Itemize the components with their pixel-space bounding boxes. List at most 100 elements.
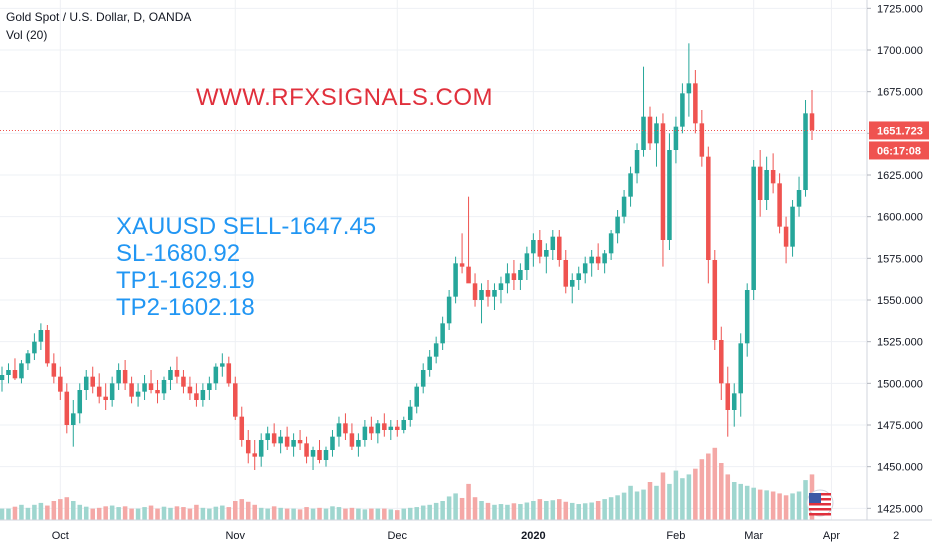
- price-tick-label: 1450.000: [877, 462, 923, 474]
- volume-bar: [505, 504, 510, 520]
- candle-body: [492, 290, 497, 297]
- flag-canton: [809, 493, 821, 503]
- volume-bar: [336, 507, 342, 520]
- candle-body: [148, 383, 154, 390]
- candle-body: [531, 240, 536, 254]
- volume-bar: [265, 508, 270, 520]
- time-axis[interactable]: Oct Nov Dec 2020 Feb Mar Apr 2: [0, 519, 932, 550]
- volume-bar: [278, 507, 283, 520]
- price-tick-label: 1675.000: [877, 87, 923, 99]
- volume-bar: [245, 501, 251, 520]
- price-axis[interactable]: 1425.000 1450.000 1475.000 1500.000 1525.000…: [866, 0, 932, 520]
- volume-bar: [693, 468, 698, 520]
- candle-body: [420, 370, 426, 387]
- volume-bar: [628, 485, 633, 520]
- volume-bar: [291, 508, 296, 520]
- time-tick-label: 2020: [521, 530, 545, 542]
- volume-bar: [395, 510, 400, 520]
- candle-body: [258, 440, 264, 457]
- candle-body: [356, 440, 361, 447]
- volume-bar: [297, 509, 303, 520]
- volume-bar: [109, 505, 115, 520]
- volume-bar: [641, 489, 646, 520]
- volume-bar: [738, 483, 743, 520]
- volume-bar: [803, 480, 808, 520]
- volume-bar: [531, 501, 536, 520]
- candle-body: [6, 370, 11, 375]
- volume-bar: [252, 504, 257, 520]
- candle-body: [634, 150, 640, 174]
- candle-body: [64, 391, 70, 425]
- candle-body: [641, 116, 646, 150]
- candle-body: [673, 126, 679, 150]
- volume-bar: [181, 507, 186, 520]
- candle-body: [796, 190, 802, 207]
- volume-bar: [103, 506, 108, 520]
- candle-body: [764, 170, 769, 200]
- volume-bar: [83, 506, 89, 520]
- candle-body: [395, 426, 400, 430]
- volume-bar: [32, 504, 37, 520]
- candle-body: [466, 266, 471, 284]
- volume-bar: [168, 507, 173, 520]
- time-tick-label: Mar: [744, 530, 763, 542]
- volume-bar: [744, 485, 750, 520]
- candle-body: [77, 390, 83, 414]
- volume-bar: [369, 508, 374, 520]
- candle-body: [699, 123, 705, 157]
- candle-body: [667, 150, 672, 240]
- volume-indicator-label[interactable]: Vol (20): [6, 28, 48, 42]
- volume-bar: [414, 507, 419, 520]
- last-price-label: 1651.723: [877, 125, 923, 137]
- candle-body: [388, 426, 394, 430]
- candle-body: [245, 440, 251, 454]
- volume-bar: [356, 508, 361, 520]
- volume-bar: [187, 508, 193, 520]
- candle-body: [550, 236, 556, 250]
- candle-body: [239, 416, 245, 440]
- candle-body: [310, 450, 316, 457]
- volume-bar: [569, 502, 575, 520]
- candle-body: [407, 406, 413, 420]
- volume-bar: [537, 499, 543, 520]
- candle-body: [32, 341, 37, 354]
- candle-body: [135, 391, 141, 397]
- candle-body: [511, 273, 517, 280]
- candle-body: [362, 426, 368, 440]
- candle-body: [712, 260, 718, 340]
- candle-body: [252, 453, 257, 457]
- volume-bar: [557, 499, 562, 520]
- candle-body: [602, 253, 607, 264]
- volume-bar: [0, 508, 5, 520]
- candle-body: [433, 343, 439, 357]
- time-tick-label: Dec: [387, 530, 407, 542]
- volume-bar: [647, 482, 653, 520]
- symbol-title[interactable]: Gold Spot / U.S. Dollar, D, OANDA: [6, 10, 192, 24]
- volume-bar: [582, 503, 588, 520]
- volume-bar: [660, 472, 666, 520]
- volume-bar: [284, 508, 290, 520]
- candle-body: [628, 173, 633, 197]
- volume-bar: [343, 508, 348, 520]
- candle-body: [589, 256, 594, 264]
- volume-bar: [550, 500, 556, 520]
- candle-body: [505, 273, 510, 284]
- volume-bar: [602, 499, 607, 520]
- price-tick-label: 1425.000: [877, 503, 923, 515]
- candle-body: [181, 376, 186, 387]
- time-tick-label: Nov: [225, 530, 245, 542]
- volume-bar: [492, 504, 497, 520]
- volume-bar: [706, 453, 711, 520]
- volume-bar: [38, 502, 44, 520]
- candle-body: [524, 253, 530, 270]
- volume-bar: [680, 478, 685, 520]
- volume-bar: [388, 509, 394, 520]
- volume-bar: [194, 504, 199, 520]
- volume-bar: [654, 485, 659, 520]
- candle-body: [557, 236, 562, 260]
- volume-bar: [12, 506, 18, 520]
- volume-bar: [304, 507, 309, 520]
- candle-body: [595, 256, 601, 264]
